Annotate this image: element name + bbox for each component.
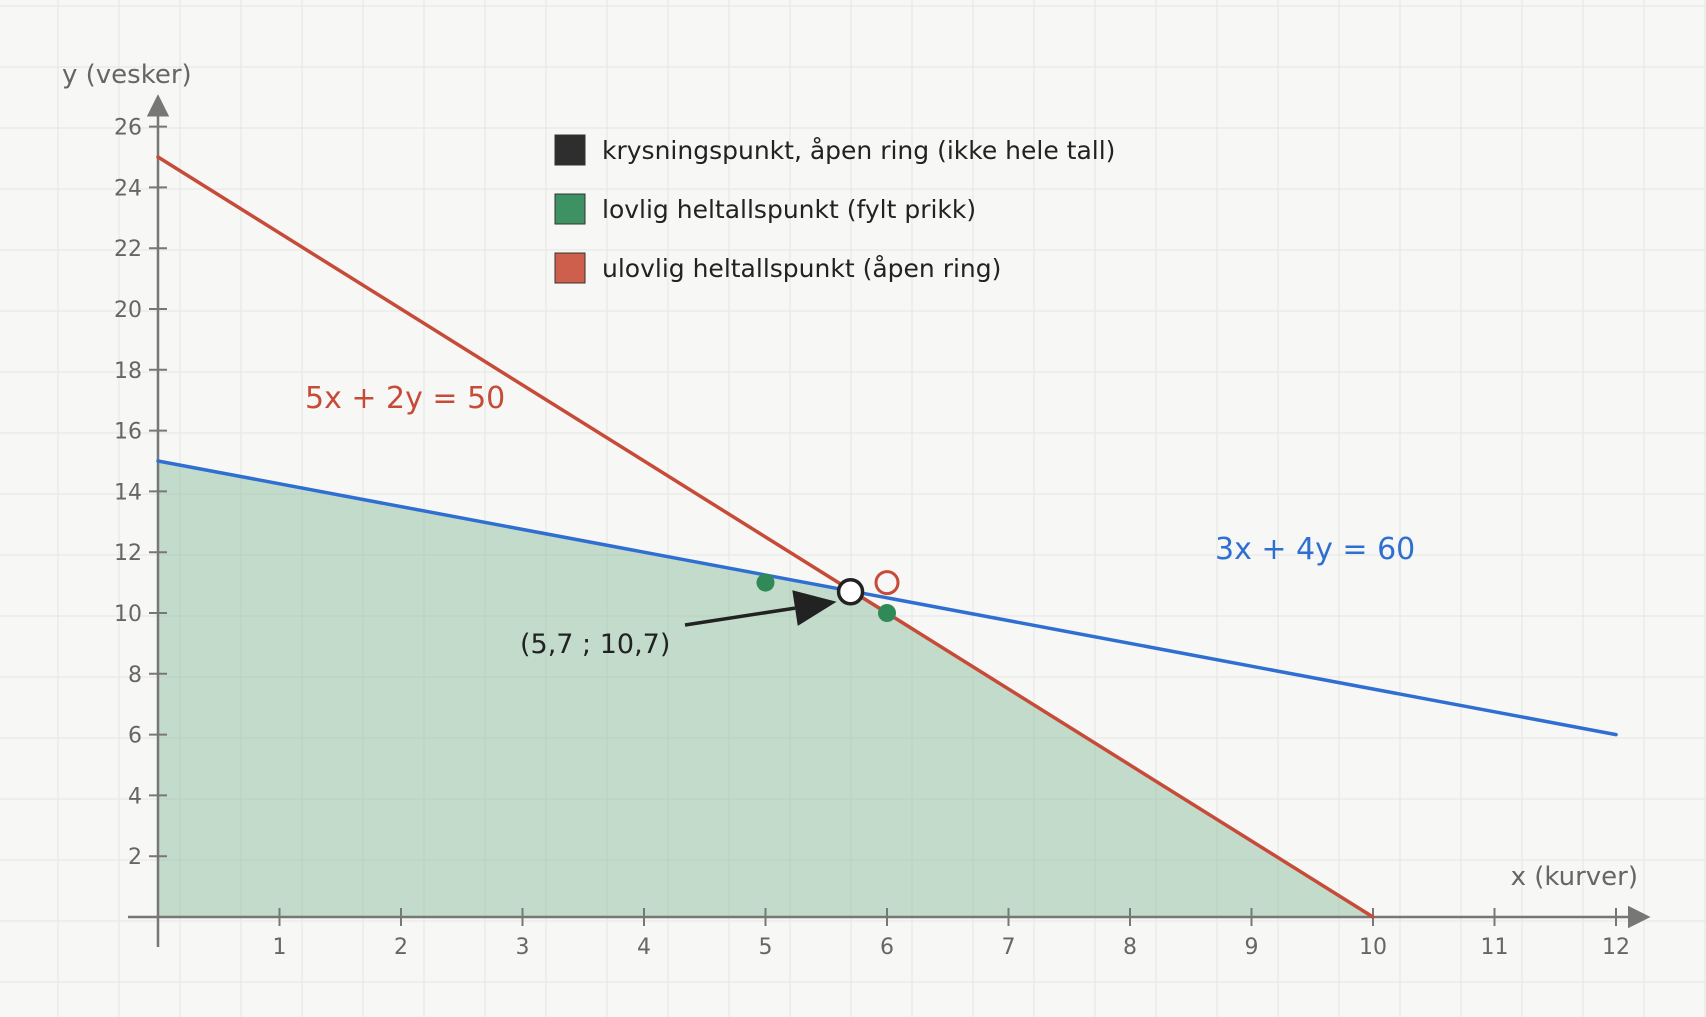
- x-tick-label: 4: [637, 935, 651, 960]
- legal-point: [756, 573, 775, 592]
- y-tick-label: 24: [114, 176, 142, 201]
- x-tick-label: 10: [1359, 935, 1387, 960]
- x-tick-label: 1: [273, 935, 287, 960]
- x-tick-label: 12: [1602, 935, 1630, 960]
- x-tick-label: 9: [1245, 935, 1259, 960]
- intersection-point: [836, 577, 865, 606]
- y-tick-label: 8: [128, 663, 142, 688]
- y-tick-label: 14: [114, 480, 142, 505]
- x-tick-label: 7: [1002, 935, 1016, 960]
- legal-point: [878, 604, 896, 622]
- legend-label-3: ulovlig heltallspunkt (åpen ring): [602, 254, 1001, 283]
- annotation-label: (5,7 ; 10,7): [520, 629, 670, 660]
- y-tick-label: 10: [114, 602, 142, 627]
- x-axis-label: x (kurver): [1511, 862, 1638, 892]
- annotation-arrow-head: [792, 590, 837, 626]
- y-tick-label: 16: [114, 420, 142, 445]
- series-label-1: 5x + 2y = 50: [305, 381, 505, 416]
- annotation-arrow-shaft: [684, 606, 796, 627]
- illegal-point: [874, 570, 900, 596]
- y-tick-label: 4: [128, 784, 142, 809]
- y-tick-label: 18: [114, 359, 142, 384]
- y-tick-label: 6: [128, 724, 142, 749]
- series-line-2: [156, 459, 1618, 737]
- x-tick-label: 6: [880, 935, 894, 960]
- x-tick-label: 2: [394, 935, 408, 960]
- series-line-1: [156, 155, 1375, 919]
- legend-label-1: krysningspunkt, åpen ring (ikke hele tal…: [602, 136, 1115, 165]
- x-tick-label: 3: [516, 935, 530, 960]
- x-tick-label: 8: [1123, 935, 1137, 960]
- y-tick-label: 2: [128, 845, 142, 870]
- legend-swatch-2: [554, 193, 586, 225]
- y-tick-label: 26: [114, 116, 142, 141]
- x-tick-label: 11: [1481, 935, 1509, 960]
- y-axis-label: y (vesker): [62, 60, 192, 90]
- legend-label-2: lovlig heltallspunkt (fylt prikk): [602, 195, 976, 224]
- legend-swatch-3: [554, 252, 586, 284]
- x-tick-label: 5: [759, 935, 773, 960]
- series-label-2: 3x + 4y = 60: [1215, 532, 1415, 567]
- feasible-region: [158, 461, 1373, 917]
- y-tick-label: 20: [114, 298, 142, 323]
- y-tick-label: 12: [114, 541, 142, 566]
- legend-swatch-1: [554, 134, 586, 166]
- y-tick-label: 22: [114, 237, 142, 262]
